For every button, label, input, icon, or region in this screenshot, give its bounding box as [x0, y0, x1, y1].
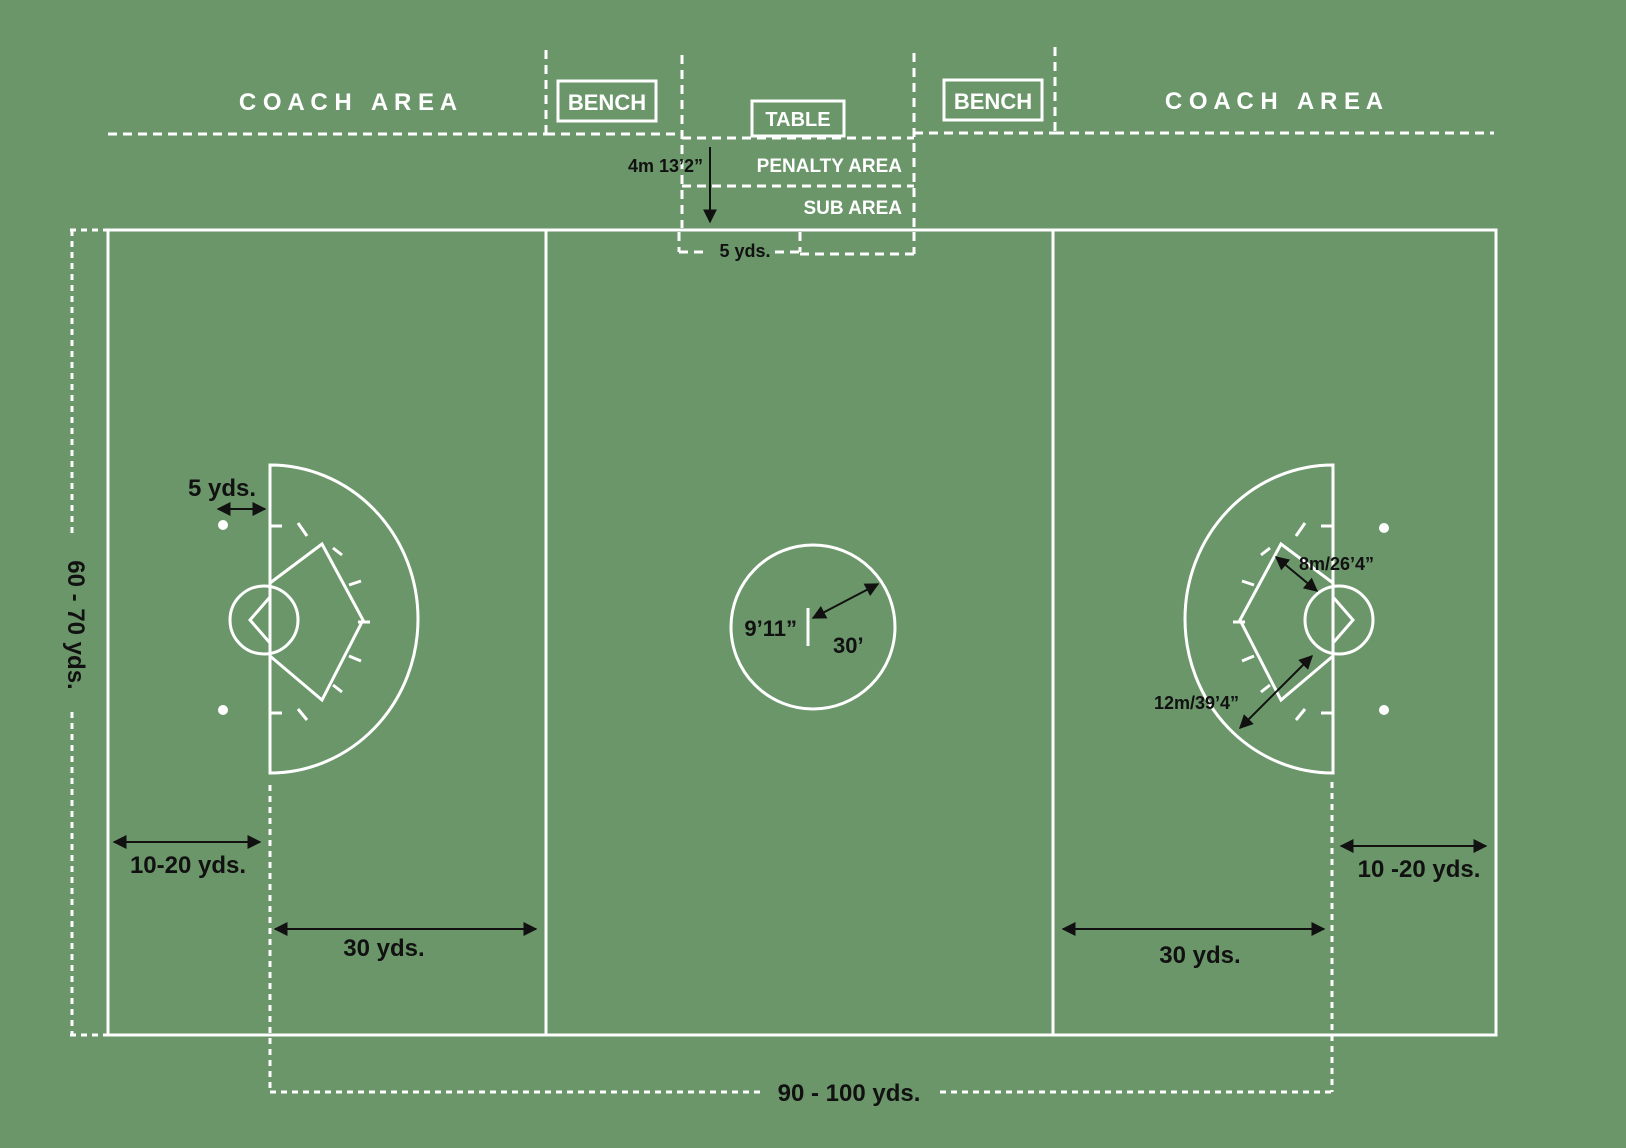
right-hash-4 [1241, 579, 1255, 587]
inner-arc-radius-arrow [1274, 556, 1319, 592]
left-hash-4 [348, 579, 362, 587]
right-wing-dot-top [1379, 523, 1389, 533]
sub-area-label: SUB AREA [803, 198, 902, 219]
end-right-label: 10 -20 yds. [1358, 856, 1481, 883]
bench-right-label: BENCH [954, 89, 1032, 114]
end-left-label: 10-20 yds. [130, 852, 246, 879]
dimension-guides [70, 228, 1334, 1094]
table-label: TABLE [765, 109, 830, 131]
bench-right-box: BENCH [942, 78, 1044, 122]
penalty-depth-label: 4m 13’2” [628, 156, 703, 176]
field-width-label: 60 - 70 yds. [62, 560, 89, 689]
attack-left-label: 30 yds. [343, 935, 424, 962]
left-hash-6 [348, 654, 362, 663]
center-diameter-label: 30’ [833, 633, 864, 658]
left-goal-wedge [269, 541, 365, 703]
sideline-area [108, 47, 1494, 256]
sub-width-label: 5 yds. [719, 241, 770, 261]
right-hash-2 [1294, 522, 1307, 537]
penalty-area-label: PENALTY AREA [757, 156, 903, 177]
center-circle [729, 543, 897, 711]
center-radius-label: 9’11” [744, 616, 797, 641]
left-hash-3 [332, 546, 343, 557]
coach-area-left-label: C O A C H A R E A [239, 89, 457, 116]
field-boundary [106, 228, 1498, 1037]
center-radius-arrow [811, 583, 880, 619]
left-wing-dot-top [218, 520, 228, 530]
right-crease [1303, 584, 1375, 656]
right-hash-3 [1260, 546, 1271, 557]
coach-area-right-label: C O A C H A R E A [1165, 88, 1383, 115]
left-wing-dot-bottom [218, 705, 228, 715]
left-hash-2 [296, 522, 309, 537]
bench-left-box: BENCH [556, 79, 658, 123]
left-goal-area [228, 463, 420, 775]
crease-offset-label: 5 yds. [188, 475, 256, 502]
center-circle-group [729, 543, 897, 711]
field-length-label: 90 - 100 yds. [778, 1080, 921, 1107]
right-goal-triangle [1331, 592, 1355, 648]
right-wing-dot-bottom [1379, 705, 1389, 715]
outer-arc-radius-label: 12m/39’4” [1154, 693, 1239, 713]
right-goal-semicircle [1183, 463, 1335, 775]
left-hash-7 [332, 683, 343, 694]
dimension-arrows [112, 502, 1488, 936]
bench-left-label: BENCH [568, 90, 646, 115]
field-lines [106, 228, 1498, 1037]
left-hash-8 [296, 708, 309, 721]
left-crease [228, 584, 300, 656]
outer-arc-radius-arrow [1239, 655, 1313, 729]
inner-arc-radius-label: 8m/26’4” [1299, 554, 1374, 574]
table-box: TABLE [750, 99, 846, 138]
attack-right-label: 30 yds. [1159, 942, 1240, 969]
left-goal-semicircle [268, 463, 420, 775]
left-goal-triangle [248, 592, 272, 648]
